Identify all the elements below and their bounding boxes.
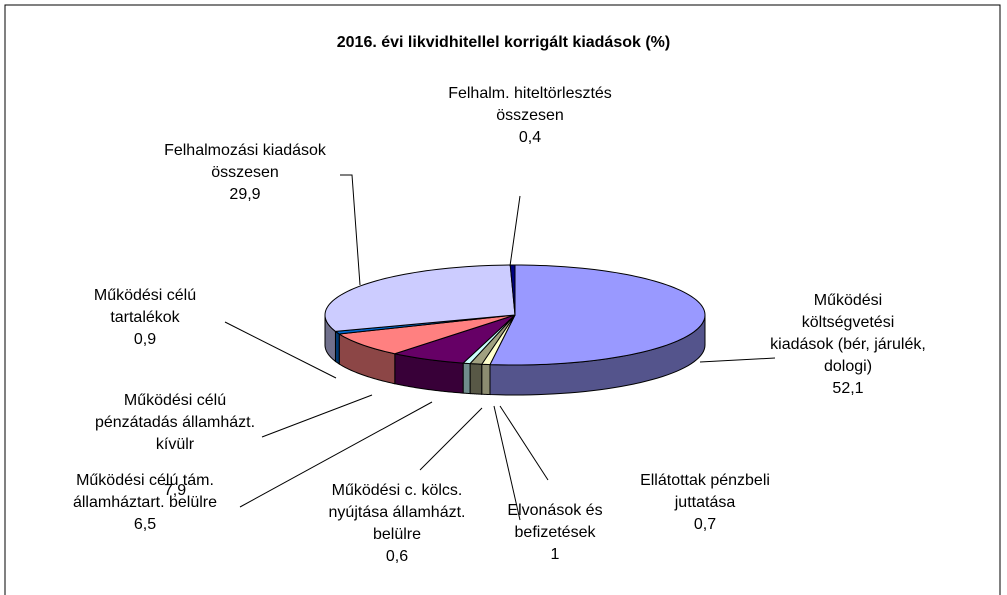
category-label: Működési c. kölcs. nyújtása államházt. b… [328, 482, 466, 543]
leader-line [499, 405, 549, 481]
chart-title: 2016. évi likvidhitellel korrigált kiadá… [336, 34, 671, 51]
value-label: 7,9 [163, 482, 187, 499]
pie-slice [509, 264, 516, 316]
slice-label: Működési költségvetési kiadások (bér, já… [768, 290, 928, 400]
leader-line [509, 195, 521, 267]
pie-slice [489, 264, 706, 366]
pie-side [334, 330, 340, 365]
category-label: Működési célú pénzátadás államházt. kívü… [94, 392, 256, 453]
slice-label: Elvonások és befizetések 1 [495, 500, 615, 566]
category-label: Elvonások és befizetések [507, 502, 603, 541]
category-label: Működési célú tám. államháztart. belülre [72, 472, 218, 511]
slice-label: Működési célú pénzátadás államházt. kívü… [93, 390, 258, 499]
slice-label: Működési c. kölcs. nyújtása államházt. b… [307, 480, 487, 568]
leader-line [340, 174, 361, 286]
pie-slice [392, 314, 516, 364]
category-label: Felhalmozási kiadások összesen [164, 142, 326, 181]
category-label: Működési célú tartalékok [93, 287, 197, 326]
value-label: 52,1 [832, 380, 864, 397]
leader-line [239, 401, 433, 508]
slice-label: Felhalmozási kiadások összesen 29,9 [150, 140, 340, 206]
leader-line [699, 357, 776, 363]
slice-label: Működési célú tartalékok 0,9 [70, 285, 220, 351]
category-label: Működési költségvetési kiadások (bér, já… [770, 292, 926, 375]
pie-slice [324, 264, 516, 332]
leader-line [224, 321, 337, 379]
category-label: Felhalm. hiteltörlesztés összesen [448, 85, 612, 124]
leader-line [419, 407, 483, 471]
leader-line [261, 394, 373, 438]
value-label: 0,4 [518, 129, 542, 146]
pie-slice [337, 314, 516, 355]
value-label: 1 [550, 546, 560, 563]
pie-side [462, 362, 471, 395]
leader-line [493, 405, 521, 521]
pie-side [481, 363, 491, 396]
slice-label: Ellátottak pénzbeli juttatása 0,7 [620, 470, 790, 536]
slice-label: Működési célú tám. államháztart. belülre… [45, 470, 245, 536]
category-label: Ellátottak pénzbeli juttatása [640, 472, 770, 511]
pie-side [469, 363, 483, 395]
value-label: 6,5 [133, 516, 157, 533]
value-label: 0,9 [133, 331, 157, 348]
value-label: 29,9 [229, 186, 261, 203]
value-label: 0,6 [385, 548, 409, 565]
slice-label: Felhalm. hiteltörlesztés összesen 0,4 [445, 83, 615, 149]
value-label: 0,7 [693, 516, 717, 533]
